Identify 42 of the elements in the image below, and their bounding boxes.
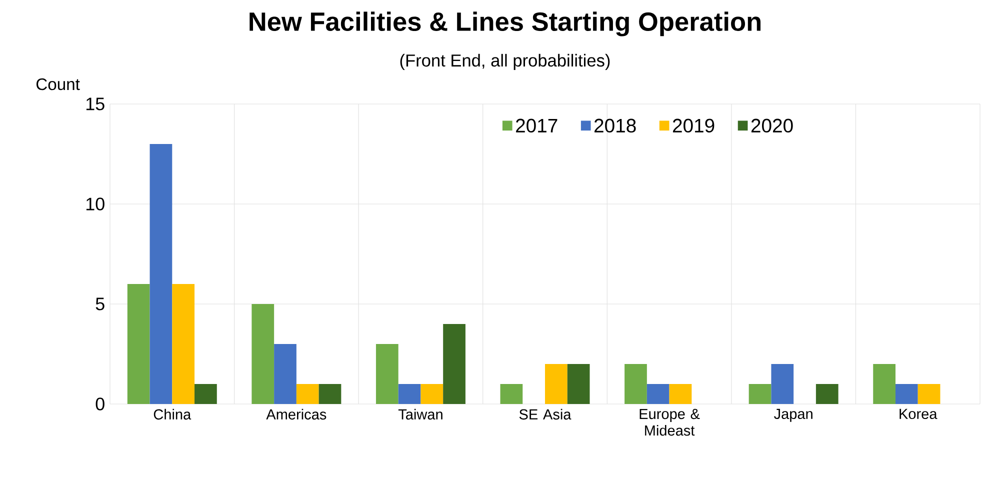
y-tick-label: 15	[86, 98, 104, 110]
bar	[646, 384, 670, 404]
bar	[748, 384, 772, 404]
bar	[669, 384, 692, 404]
x-tick-label: Taiwan	[398, 408, 442, 420]
x-tick-label: Korea	[900, 408, 938, 420]
bar	[420, 384, 444, 404]
legend-label: 2020	[751, 118, 793, 133]
bar	[624, 364, 647, 404]
bar	[500, 384, 523, 404]
bar	[172, 284, 195, 404]
bar	[274, 344, 296, 404]
y-tick-label: 10	[86, 198, 104, 210]
bar	[443, 324, 466, 404]
bar	[318, 384, 342, 404]
bar	[398, 384, 421, 404]
bar	[918, 384, 940, 404]
x-tick-label: China	[154, 408, 192, 420]
bar	[895, 384, 918, 404]
x-tick-label: Japan	[774, 408, 812, 422]
legend-label: 2018	[594, 118, 636, 133]
bar	[545, 364, 568, 404]
bar	[816, 384, 838, 404]
bar	[296, 384, 319, 404]
x-tick-label: SE Asia	[519, 408, 572, 420]
bar	[567, 364, 590, 404]
bar	[873, 364, 896, 404]
bar	[194, 384, 217, 404]
x-tick-label: Americas	[266, 408, 326, 420]
chart-subtitle: (Front End, all probabilities)	[400, 54, 610, 70]
bar	[127, 284, 150, 404]
bar	[771, 364, 794, 404]
y-axis-title: Count	[36, 78, 80, 90]
y-tick-label: 5	[96, 298, 104, 310]
legend-label: 2017	[516, 118, 558, 133]
bar	[252, 304, 274, 404]
legend-label: 2019	[672, 118, 714, 133]
y-tick-label: 0	[96, 398, 104, 410]
bar	[376, 344, 398, 404]
bar	[150, 144, 172, 404]
x-tick-label: Europe & Mideast	[640, 408, 700, 436]
chart-title: New Facilities & Lines Starting Operation	[250, 12, 760, 36]
